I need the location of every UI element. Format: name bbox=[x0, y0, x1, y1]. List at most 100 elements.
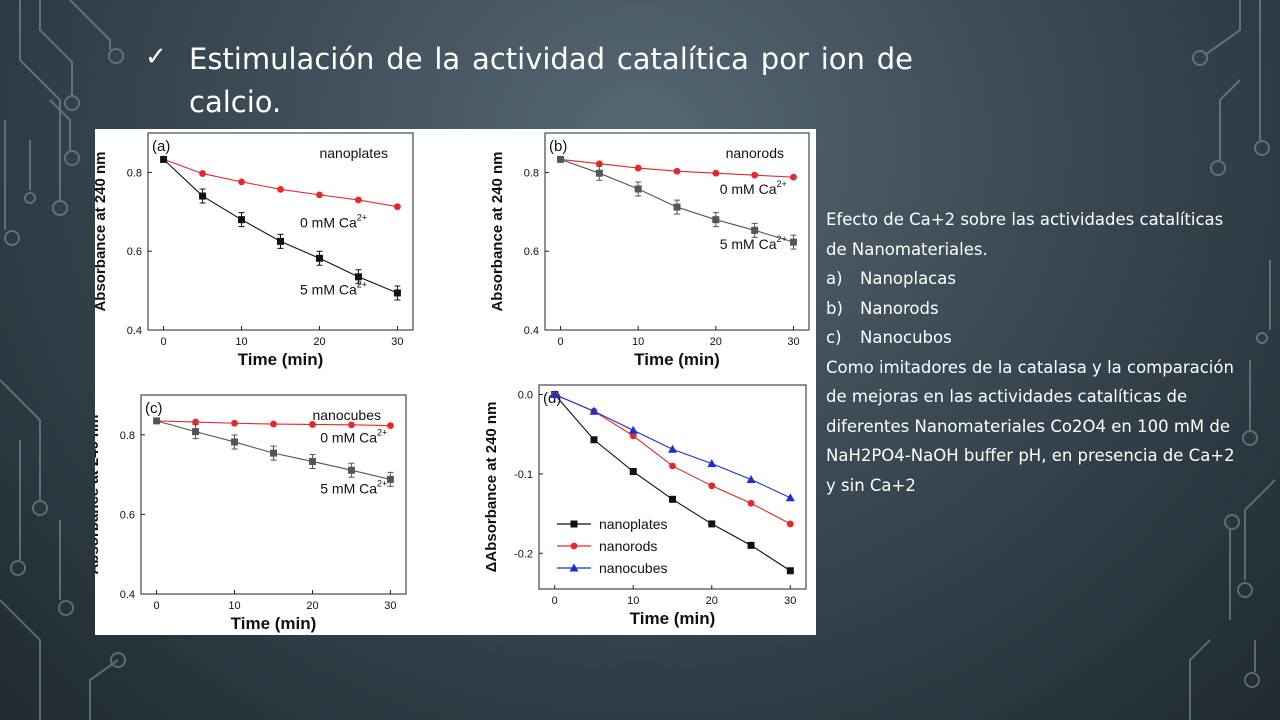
data-point bbox=[589, 406, 599, 415]
data-point bbox=[746, 474, 756, 483]
y-tick-label: 0.4 bbox=[127, 325, 142, 337]
data-point bbox=[277, 237, 284, 245]
x-tick-label: 30 bbox=[784, 595, 796, 607]
y-tick-label: 0.4 bbox=[120, 589, 135, 601]
x-tick-label: 30 bbox=[787, 336, 799, 348]
panel-annotation: nanorods bbox=[726, 145, 784, 161]
y-tick-label: 0.4 bbox=[524, 325, 539, 337]
plot-frame bbox=[544, 132, 810, 331]
data-point bbox=[557, 155, 565, 163]
x-tick-label: 10 bbox=[228, 600, 240, 612]
legend-marker bbox=[570, 520, 578, 528]
y-axis-label: Absorbance at 240 nm bbox=[489, 151, 506, 311]
series-0-mm-ca2- bbox=[160, 155, 401, 211]
series-5-mm-ca2- bbox=[160, 155, 401, 301]
data-point bbox=[673, 203, 681, 211]
data-point bbox=[786, 520, 794, 528]
x-tick-label: 0 bbox=[161, 336, 167, 348]
panel-letter: (c) bbox=[145, 400, 163, 417]
data-point bbox=[199, 170, 206, 177]
plot-frame bbox=[147, 132, 414, 331]
series-line bbox=[163, 158, 398, 294]
legend-marker bbox=[570, 542, 578, 550]
data-point bbox=[669, 495, 676, 503]
figure-panel: 0 10 20 30 0.4 0.6 0.8 Time (min) Absorbance at … bbox=[85, 129, 816, 635]
x-tick-label: 10 bbox=[235, 336, 247, 348]
series-label: 0 mM Ca2+ bbox=[320, 427, 387, 445]
caption-list: a) Nanoplacas b) Nanorods c) Nanocubos bbox=[826, 264, 1246, 353]
y-tick-label: 0.8 bbox=[524, 167, 539, 179]
x-tick-label: 30 bbox=[384, 600, 396, 612]
data-point bbox=[712, 169, 720, 177]
caption-item-label: c) bbox=[826, 328, 842, 347]
caption-item-text: Nanorods bbox=[860, 298, 939, 318]
y-tick-label: 0.6 bbox=[127, 246, 142, 258]
data-point bbox=[595, 169, 603, 177]
series-nanorods bbox=[551, 391, 794, 528]
caption-item: c) Nanocubos bbox=[826, 323, 1246, 353]
series-5-mm-ca2- bbox=[557, 155, 797, 250]
data-point bbox=[386, 475, 394, 483]
data-point bbox=[707, 459, 717, 468]
series-5-mm-ca2- bbox=[153, 417, 394, 487]
series-line bbox=[163, 158, 398, 208]
data-point bbox=[708, 482, 716, 490]
data-point bbox=[315, 254, 323, 262]
checkmark-icon: ✓ bbox=[145, 42, 167, 72]
data-point bbox=[628, 425, 638, 434]
data-point bbox=[668, 444, 677, 453]
series-label: 0 mM Ca2+ bbox=[720, 179, 787, 197]
caption-item-text: Nanocubos bbox=[860, 328, 952, 347]
x-axis-label: Time (min) bbox=[238, 350, 324, 369]
legend-label: nanocubes bbox=[599, 560, 668, 576]
caption-item-label: b) bbox=[826, 298, 843, 318]
x-tick-label: 0 bbox=[552, 595, 558, 607]
y-axis-label: Absorbance at 240 nm bbox=[95, 414, 102, 574]
data-point bbox=[238, 216, 246, 224]
data-point bbox=[308, 457, 316, 465]
data-point bbox=[629, 432, 637, 440]
data-point bbox=[348, 421, 355, 429]
x-tick-label: 20 bbox=[710, 336, 722, 348]
x-tick-label: 10 bbox=[632, 336, 644, 348]
series-label: 0 mM Ca2+ bbox=[300, 213, 367, 231]
data-point bbox=[160, 155, 168, 163]
y-axis-label: ΔAbsorbance at 240 nm bbox=[483, 402, 500, 573]
data-point bbox=[669, 462, 676, 470]
panel-letter: (a) bbox=[152, 138, 170, 155]
caption-item-label: a) bbox=[826, 269, 843, 288]
x-axis-label: Time (min) bbox=[630, 609, 716, 628]
y-tick-label: 0.6 bbox=[524, 246, 539, 258]
series-label: 5 mM Ca2+ bbox=[720, 234, 787, 252]
legend-label: nanoplates bbox=[599, 516, 668, 532]
data-point bbox=[789, 238, 797, 246]
legend: nanoplates nanorods nanocubes bbox=[557, 516, 668, 576]
chart-panel: 0 10 20 30 0.4 0.6 0.8 Time (min) Absorbance at … bbox=[489, 132, 810, 369]
panel-letter: (b) bbox=[549, 138, 567, 155]
caption-item-text: Nanoplacas bbox=[860, 269, 956, 288]
caption-intro: Efecto de Ca+2 sobre las actividades cat… bbox=[826, 210, 1224, 259]
caption-outro: Como imitadores de la catalasa y la comp… bbox=[826, 357, 1235, 495]
x-tick-label: 10 bbox=[627, 595, 639, 607]
y-tick-label: 0.0 bbox=[518, 390, 533, 402]
x-tick-label: 0 bbox=[557, 336, 563, 348]
data-point bbox=[238, 178, 245, 186]
data-point bbox=[153, 417, 161, 425]
data-point bbox=[747, 499, 755, 507]
plot-frame bbox=[538, 384, 807, 590]
data-point bbox=[199, 192, 207, 200]
data-point bbox=[708, 520, 716, 528]
figure-caption: Efecto de Ca+2 sobre las actividades cat… bbox=[826, 205, 1246, 500]
series-label: 5 mM Ca2+ bbox=[300, 280, 367, 298]
data-point bbox=[785, 493, 795, 502]
data-point bbox=[309, 421, 316, 428]
data-point bbox=[673, 167, 681, 175]
x-tick-label: 0 bbox=[154, 600, 160, 612]
data-point bbox=[550, 390, 560, 399]
data-point bbox=[387, 422, 394, 430]
data-point bbox=[751, 171, 759, 179]
x-tick-label: 30 bbox=[391, 336, 403, 348]
plot-frame bbox=[140, 394, 407, 595]
legend-marker bbox=[569, 563, 579, 572]
